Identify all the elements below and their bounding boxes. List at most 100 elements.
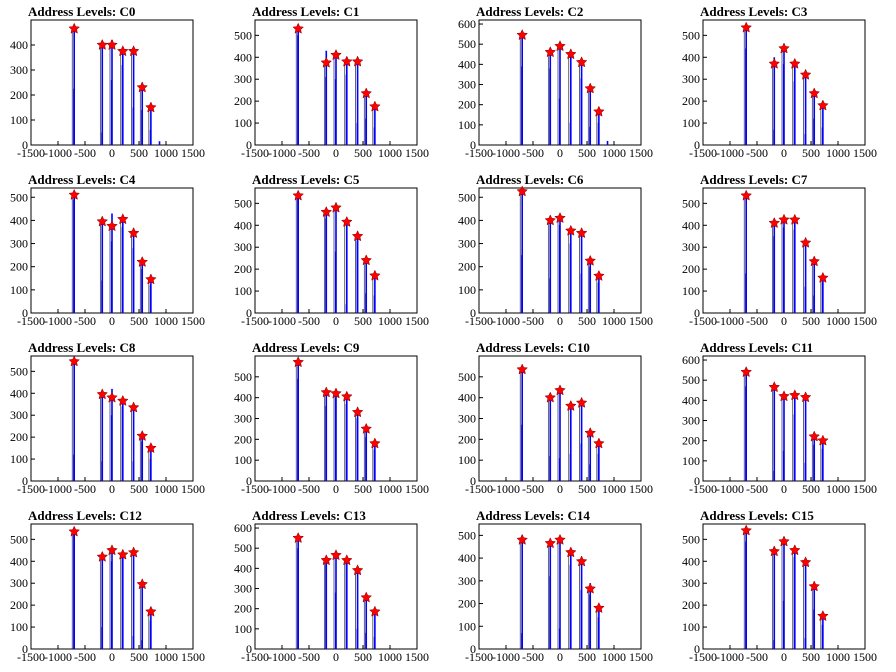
x-tick-label: -1000 bbox=[716, 650, 744, 664]
chart-panel: 0 100 200 300 400 500 -1500 -1000 -500 0 500 1000 15… bbox=[448, 504, 672, 672]
peak-marker bbox=[740, 21, 753, 33]
x-tick-label: 1500 bbox=[853, 482, 877, 496]
y-tick-label: 0 bbox=[694, 306, 700, 320]
peak-marker bbox=[808, 430, 821, 442]
y-tick-label: 400 bbox=[234, 391, 252, 405]
x-tick-label: 1500 bbox=[181, 314, 205, 328]
peak-marker bbox=[320, 206, 333, 218]
x-tick-label: -1000 bbox=[268, 146, 296, 160]
x-tick-label: 1500 bbox=[405, 482, 429, 496]
x-tick-label: 500 bbox=[802, 314, 820, 328]
x-tick-label: 1500 bbox=[853, 650, 877, 664]
x-tick-label: 0 bbox=[333, 650, 339, 664]
y-tick-label: 500 bbox=[234, 28, 252, 42]
peak-marker bbox=[145, 273, 157, 285]
x-tick-label: 500 bbox=[578, 482, 596, 496]
peak-marker bbox=[330, 48, 342, 61]
y-tick-label: 100 bbox=[10, 620, 28, 634]
peak-marker bbox=[584, 82, 597, 94]
y-tick-label: 400 bbox=[234, 218, 252, 232]
peak-marker bbox=[330, 549, 342, 561]
x-tick-label: 1000 bbox=[602, 650, 626, 664]
x-tick-label: 1500 bbox=[181, 482, 205, 496]
chart-panel: 0 100 200 300 400 500 -1500 -1000 -500 0 500 1000 15… bbox=[448, 168, 672, 336]
y-tick-label: 300 bbox=[234, 582, 252, 596]
peak-marker bbox=[292, 22, 305, 34]
peak-marker bbox=[740, 366, 753, 378]
y-tick-label: 300 bbox=[682, 414, 700, 428]
peak-marker bbox=[68, 22, 81, 34]
peak-marker bbox=[96, 388, 109, 400]
y-tick-label: 200 bbox=[234, 262, 252, 276]
x-tick-label: 500 bbox=[354, 146, 372, 160]
y-tick-label: 200 bbox=[682, 94, 700, 108]
chart-panel: 0 100 200 300 400 500 -1500 -1000 -500 0 500 1000 15… bbox=[672, 504, 896, 672]
y-tick-label: 100 bbox=[234, 622, 252, 636]
x-tick-label: -1000 bbox=[44, 146, 72, 160]
y-tick-label: 300 bbox=[234, 412, 252, 426]
y-tick-label: 200 bbox=[682, 598, 700, 612]
peak-marker bbox=[136, 255, 149, 268]
y-tick-label: 400 bbox=[458, 551, 476, 565]
peak-marker bbox=[593, 437, 605, 449]
x-tick-label: 0 bbox=[333, 146, 339, 160]
y-tick-label: 400 bbox=[682, 50, 700, 64]
peak-marker bbox=[292, 189, 305, 201]
chart-title: Address Levels: C8 bbox=[28, 340, 136, 355]
chart-title: Address Levels: C15 bbox=[700, 508, 814, 523]
x-tick-label: 1000 bbox=[826, 314, 850, 328]
y-tick-label: 500 bbox=[458, 370, 476, 384]
x-tick-label: -500 bbox=[746, 650, 768, 664]
x-tick-label: -500 bbox=[74, 650, 96, 664]
chart-svg: 0 100 200 300 400 500 -1500 -1000 -500 0 500 1000 15… bbox=[458, 185, 653, 328]
chart-svg: 0 100 200 300 400 500 -1500 -1000 -500 0 500 1000 15… bbox=[682, 523, 877, 664]
peak-marker bbox=[127, 45, 140, 57]
x-tick-label: 0 bbox=[109, 146, 115, 160]
peak-marker bbox=[544, 537, 557, 549]
peak-marker bbox=[575, 396, 588, 408]
chart-svg: 0 100 200 300 400 500 600 -1500 -1000 -500 0 500 100… bbox=[234, 521, 429, 664]
x-tick-label: 0 bbox=[557, 146, 563, 160]
y-tick-label: 200 bbox=[234, 602, 252, 616]
y-tick-label: 100 bbox=[682, 116, 700, 130]
peak-marker bbox=[740, 524, 753, 536]
peak-marker bbox=[127, 546, 140, 558]
peak-marker bbox=[351, 406, 364, 418]
y-tick-label: 200 bbox=[10, 260, 28, 274]
x-tick-label: 1500 bbox=[629, 482, 653, 496]
x-tick-label: -500 bbox=[298, 146, 320, 160]
x-tick-label: -500 bbox=[522, 650, 544, 664]
x-tick-label: 1000 bbox=[378, 482, 402, 496]
peak-marker bbox=[96, 215, 109, 227]
x-tick-label: -1500 bbox=[689, 146, 717, 160]
y-tick-label: 200 bbox=[458, 432, 476, 446]
y-tick-label: 300 bbox=[234, 240, 252, 254]
peak-marker bbox=[106, 544, 118, 556]
y-tick-label: 0 bbox=[22, 474, 28, 488]
chart-svg: 0 100 200 300 400 500 -1500 -1000 -500 0 500 1000 15… bbox=[10, 355, 205, 496]
chart-title: Address Levels: C7 bbox=[700, 172, 808, 187]
x-tick-label: 1000 bbox=[154, 146, 178, 160]
y-tick-label: 500 bbox=[10, 532, 28, 546]
x-tick-label: 1000 bbox=[602, 482, 626, 496]
x-tick-label: 500 bbox=[802, 146, 820, 160]
peak-marker bbox=[106, 220, 118, 232]
y-tick-label: 500 bbox=[10, 190, 28, 204]
y-tick-label: 500 bbox=[682, 196, 700, 210]
x-tick-label: 500 bbox=[354, 482, 372, 496]
y-tick-label: 600 bbox=[458, 17, 476, 31]
x-tick-label: -500 bbox=[522, 146, 544, 160]
y-tick-label: 0 bbox=[22, 138, 28, 152]
peak-marker bbox=[817, 271, 829, 283]
chart-panel: 0 100 200 300 400 -1500 -1000 -500 0 500 1000 1500 A… bbox=[0, 0, 224, 168]
x-tick-label: -1000 bbox=[268, 314, 296, 328]
peak-marker bbox=[564, 546, 577, 558]
y-tick-label: 100 bbox=[458, 453, 476, 467]
chart-title: Address Levels: C14 bbox=[476, 508, 590, 523]
peak-marker bbox=[136, 81, 149, 93]
peak-marker bbox=[360, 591, 373, 603]
y-tick-label: 200 bbox=[682, 434, 700, 448]
x-tick-label: -500 bbox=[74, 482, 96, 496]
x-tick-label: -1500 bbox=[241, 146, 269, 160]
y-tick-label: 400 bbox=[682, 393, 700, 407]
